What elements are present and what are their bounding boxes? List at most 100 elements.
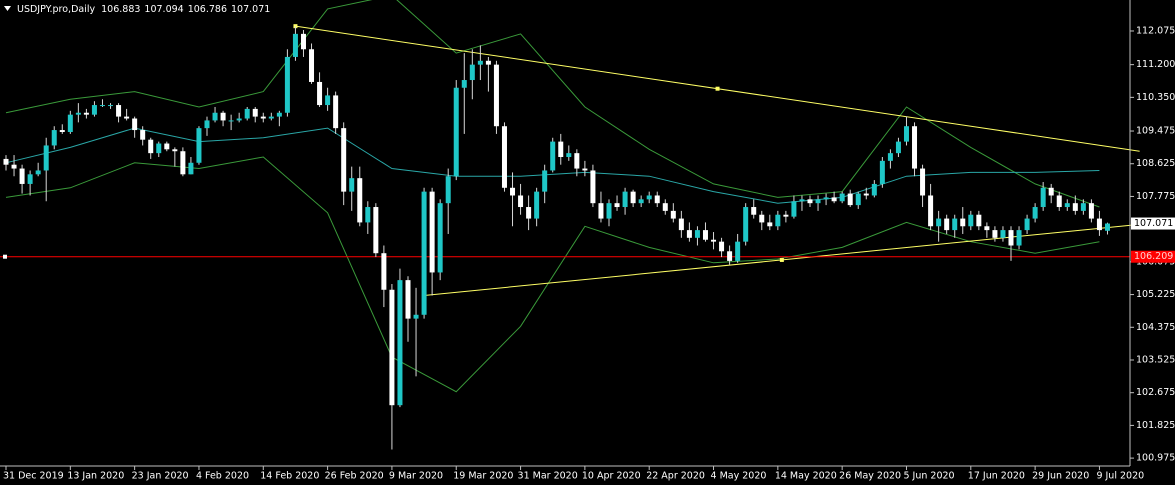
x-tick-label: 10 Apr 2020 bbox=[582, 471, 641, 482]
candle-body bbox=[180, 151, 186, 175]
candle-body bbox=[751, 207, 757, 215]
trend-anchor bbox=[779, 257, 784, 262]
candle-body bbox=[968, 214, 974, 227]
y-tick-label: 110.350 bbox=[1136, 92, 1175, 103]
candle-body bbox=[317, 81, 323, 106]
candle-body bbox=[1032, 207, 1038, 219]
candle-body bbox=[43, 145, 49, 171]
candle-body bbox=[132, 118, 138, 131]
candle-body bbox=[847, 193, 853, 206]
candle-body bbox=[1104, 223, 1110, 231]
candle-body bbox=[694, 230, 700, 238]
candle-body bbox=[1040, 187, 1046, 208]
candle-body bbox=[839, 193, 845, 202]
candle-body bbox=[775, 214, 781, 227]
candle-body bbox=[992, 230, 998, 238]
candle-body bbox=[1024, 218, 1030, 231]
price-label-box bbox=[1131, 217, 1175, 230]
candle-body bbox=[99, 105, 105, 107]
candle-body bbox=[606, 203, 612, 219]
y-tick-label: 101.825 bbox=[1136, 420, 1175, 431]
candle-body bbox=[244, 108, 250, 119]
candle-body bbox=[188, 162, 194, 175]
trend-anchor bbox=[715, 86, 720, 91]
candle-body bbox=[309, 49, 315, 82]
candle-body bbox=[960, 218, 966, 227]
candle-body bbox=[598, 203, 604, 219]
candle-body bbox=[220, 112, 226, 121]
candle-body bbox=[300, 33, 306, 50]
candle-body bbox=[156, 143, 162, 154]
candle-body bbox=[381, 253, 387, 290]
candle-body bbox=[164, 143, 170, 150]
x-tick-label: 31 Mar 2020 bbox=[518, 471, 578, 482]
candle-body bbox=[67, 114, 73, 132]
candle-body bbox=[936, 218, 942, 227]
chart-title: USDJPY.pro,Daily bbox=[17, 4, 95, 15]
candle-body bbox=[871, 183, 877, 196]
candle-body bbox=[815, 199, 821, 204]
candle-body bbox=[582, 168, 588, 171]
x-tick-label: 4 Feb 2020 bbox=[196, 471, 249, 482]
candle-body bbox=[895, 141, 901, 154]
candle-body bbox=[349, 178, 355, 192]
candle-body bbox=[1064, 203, 1070, 208]
level-label: 106.209 bbox=[1134, 251, 1173, 262]
candle-body bbox=[325, 95, 331, 106]
candle-body bbox=[566, 153, 572, 158]
candle-body bbox=[140, 130, 146, 140]
y-tick-label: 102.675 bbox=[1136, 387, 1175, 398]
candle-body bbox=[920, 168, 926, 196]
price-label: 107.071 bbox=[1134, 218, 1173, 229]
candle-body bbox=[212, 112, 218, 121]
x-tick-label: 19 Mar 2020 bbox=[453, 471, 513, 482]
menu-icon[interactable] bbox=[4, 6, 11, 11]
x-tick-label: 9 Mar 2020 bbox=[389, 471, 443, 482]
candle-body bbox=[702, 230, 708, 240]
candle-body bbox=[59, 130, 65, 132]
candle-body bbox=[855, 193, 861, 206]
candle-body bbox=[1080, 203, 1086, 211]
candle-body bbox=[887, 153, 893, 161]
candle-body bbox=[477, 60, 483, 65]
candle-body bbox=[912, 126, 918, 169]
candle-body bbox=[550, 141, 556, 171]
candle-body bbox=[984, 226, 990, 231]
candle-body bbox=[236, 118, 242, 121]
x-tick-label: 5 Jun 2020 bbox=[903, 471, 954, 482]
candle-body bbox=[405, 280, 411, 319]
candle-body bbox=[493, 64, 499, 127]
candle-body bbox=[11, 164, 17, 169]
candle-body bbox=[791, 201, 797, 217]
candles bbox=[3, 26, 1110, 450]
x-tick-label: 23 Jan 2020 bbox=[132, 471, 189, 482]
candle-body bbox=[373, 207, 379, 254]
candle-body bbox=[1088, 203, 1094, 219]
candle-body bbox=[27, 174, 33, 184]
y-tick-label: 107.775 bbox=[1136, 191, 1175, 202]
x-tick-label: 31 Dec 2019 bbox=[3, 471, 64, 482]
candle-body bbox=[952, 218, 958, 231]
candle-body bbox=[204, 120, 210, 129]
y-tick-label: 104.375 bbox=[1136, 322, 1175, 333]
candle-body bbox=[831, 197, 837, 202]
header-low: 106.786 bbox=[188, 4, 227, 15]
candle-body bbox=[284, 56, 290, 113]
level-marker bbox=[3, 254, 7, 259]
candle-body bbox=[654, 195, 660, 204]
candle-body bbox=[678, 218, 684, 231]
candle-body bbox=[268, 116, 274, 119]
candle-body bbox=[759, 214, 765, 223]
x-tick-label: 13 Jan 2020 bbox=[67, 471, 124, 482]
x-tick-label: 26 May 2020 bbox=[839, 471, 901, 482]
candle-body bbox=[590, 170, 596, 204]
candle-body bbox=[437, 203, 443, 273]
candle-body bbox=[743, 207, 749, 242]
x-tick-label: 29 Jun 2020 bbox=[1032, 471, 1089, 482]
candle-body bbox=[1008, 230, 1014, 246]
candle-body bbox=[807, 199, 813, 204]
candle-body bbox=[646, 195, 652, 200]
candle-body bbox=[976, 214, 982, 227]
